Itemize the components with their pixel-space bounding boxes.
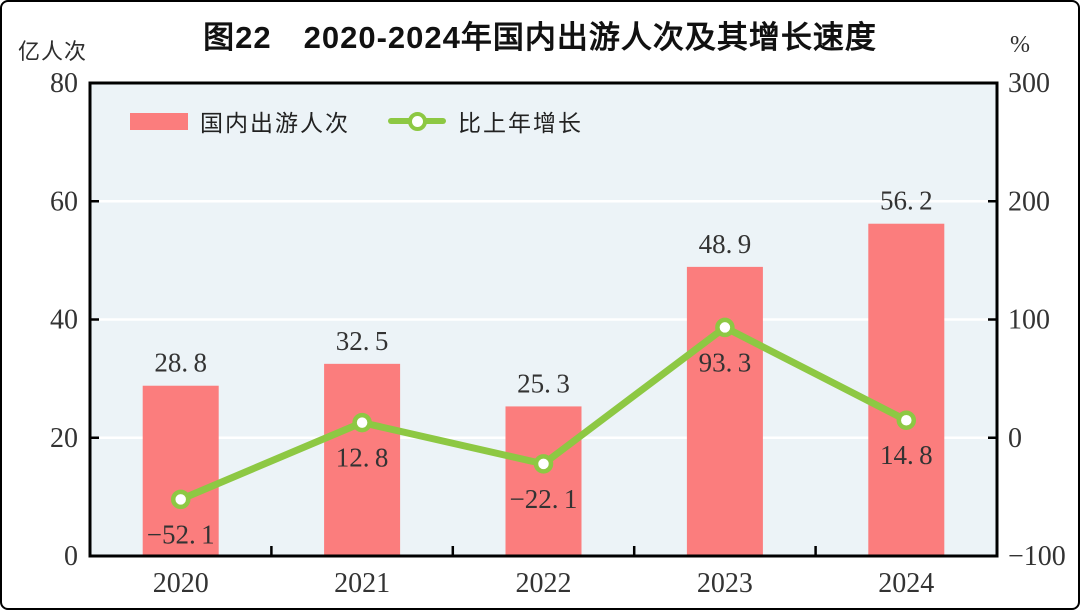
left-axis-unit-label: 亿人次 — [18, 39, 88, 64]
left-axis-tick-label: 40 — [50, 305, 78, 336]
legend-line-marker-icon — [408, 111, 427, 131]
line-value-label: −22. 1 — [510, 484, 578, 514]
line-marker-2022 — [533, 454, 554, 474]
line-marker-2024 — [896, 410, 917, 430]
bar-value-label: 28. 8 — [154, 348, 207, 378]
legend-bar-label: 国内出游人次 — [200, 110, 350, 136]
line-marker-2020 — [170, 489, 191, 510]
legend-bar-swatch — [130, 112, 188, 130]
bar-2023 — [686, 266, 763, 556]
plot-border — [88, 81, 999, 558]
left-axis-tick-label: 60 — [50, 186, 78, 217]
bar-value-label: 32. 5 — [336, 326, 389, 356]
x-axis-category-label: 2022 — [516, 568, 572, 599]
bar-2022 — [505, 406, 582, 556]
bar-value-label: 25. 3 — [517, 368, 570, 398]
line-marker-2021 — [352, 412, 372, 433]
legend-line-label: 比上年增长 — [458, 110, 583, 136]
right-axis-tick-label: 300 — [1008, 68, 1050, 99]
bar-2024 — [868, 223, 945, 556]
bar-value-label: 56. 2 — [880, 186, 933, 216]
right-axis-tick-label: −100 — [1008, 541, 1066, 572]
line-value-label: 14. 8 — [880, 440, 933, 470]
chart-title: 图22 2020-2024年国内出游人次及其增长速度 — [203, 20, 877, 55]
left-axis-tick-label: 80 — [50, 68, 78, 99]
line-value-label: −52. 1 — [147, 519, 215, 549]
bar-value-label: 48. 9 — [699, 229, 752, 259]
left-axis-tick-label: 0 — [64, 541, 78, 572]
legend: 国内出游人次 比上年增长 — [130, 104, 583, 138]
bar-2021 — [324, 363, 401, 556]
bar-2020 — [142, 385, 219, 556]
x-axis-category-label: 2023 — [697, 568, 753, 599]
left-axis-tick-label: 20 — [50, 423, 78, 454]
x-axis-category-label: 2021 — [334, 568, 390, 599]
legend-line-swatch — [388, 111, 446, 131]
line-marker-2023 — [715, 317, 735, 338]
right-axis-tick-label: 100 — [1008, 305, 1050, 336]
line-value-label: 12. 8 — [336, 443, 389, 473]
x-axis-category-label: 2024 — [878, 568, 934, 599]
right-axis-tick-label: 0 — [1008, 423, 1022, 454]
x-axis-category-label: 2020 — [153, 568, 209, 599]
right-axis-unit-label: % — [1010, 32, 1031, 58]
right-axis-tick-label: 200 — [1008, 186, 1050, 217]
line-value-label: 93. 3 — [699, 347, 752, 377]
